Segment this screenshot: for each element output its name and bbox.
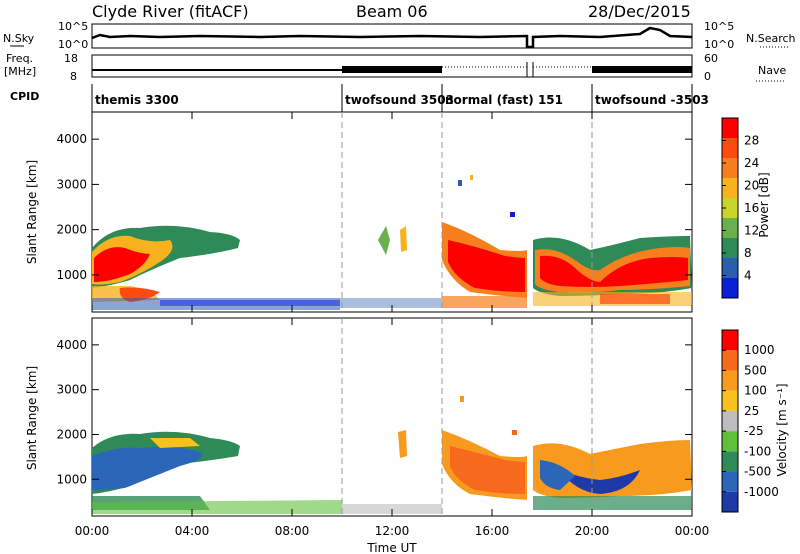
power-colorbar-tick-label: 20 bbox=[744, 179, 759, 193]
velocity-colorbar-swatch bbox=[722, 471, 738, 492]
cpid-segment-label: normal (fast) 151 bbox=[445, 93, 563, 107]
freq-tick-bottom: 8 bbox=[70, 70, 77, 83]
power-axes: 4000 3000 2000 1000 bbox=[56, 132, 692, 282]
velocity-panel: 4000 3000 2000 1000 Slant Range [km] bbox=[25, 317, 693, 517]
power-ytick-label: 2000 bbox=[56, 223, 87, 237]
power-colorbar-swatch bbox=[722, 238, 738, 258]
velocity-colorbar-swatch bbox=[722, 390, 738, 411]
power-colorbar-swatch bbox=[722, 278, 738, 298]
velocity-ylabel: Slant Range [km] bbox=[25, 366, 39, 470]
velocity-colorbar-swatch bbox=[722, 370, 738, 391]
time-tick-label: 04:00 bbox=[175, 524, 210, 538]
power-colorbar-swatch bbox=[722, 158, 738, 178]
cpid-segment-label: twofsound 3503 bbox=[345, 93, 454, 107]
velocity-colorbar-label: Velocity [m s⁻¹] bbox=[775, 383, 789, 476]
velocity-colorbar-tick-label: -25 bbox=[744, 424, 764, 438]
time-tick-label: 16:00 bbox=[475, 524, 510, 538]
power-colorbar: 28 24 20 16 12 8 4 bbox=[721, 117, 759, 299]
velocity-colorbar-swatch bbox=[722, 451, 738, 472]
beam-title: Beam 06 bbox=[356, 2, 428, 21]
power-ytick-label: 1000 bbox=[56, 268, 87, 282]
power-colorbar-swatch bbox=[722, 218, 738, 238]
cpid-label: CPID bbox=[10, 90, 39, 103]
cpid-segment-label: themis 3300 bbox=[95, 93, 179, 107]
power-ytick-label: 3000 bbox=[56, 177, 87, 191]
velocity-ytick-label: 3000 bbox=[56, 383, 87, 397]
velocity-colorbar-tick-label: 25 bbox=[744, 404, 759, 418]
velocity-colorbar: 1000 500 100 25 -25 -100 -500 -1000 bbox=[721, 329, 779, 513]
velocity-colorbar-tick-label: -100 bbox=[744, 444, 771, 458]
velocity-ytick-label: 2000 bbox=[56, 427, 87, 441]
velocity-ytick-label: 1000 bbox=[56, 472, 87, 486]
velocity-axes: 4000 3000 2000 1000 bbox=[56, 338, 692, 486]
velocity-colorbar-swatch bbox=[722, 410, 738, 432]
nave-tick-top: 60 bbox=[704, 52, 718, 65]
nave-label: Nave bbox=[758, 64, 786, 77]
power-colorbar-swatch bbox=[722, 118, 738, 138]
power-colorbar-swatch bbox=[722, 258, 738, 278]
power-colorbar-tick-label: 8 bbox=[744, 246, 752, 260]
time-axis-label: Time UT bbox=[366, 541, 417, 554]
nsky-strip: N.Sky 10^5 10^0 10^5 10^0 N.Search bbox=[3, 20, 796, 51]
freq-tick-top: 18 bbox=[64, 52, 78, 65]
time-tick-label: 12:00 bbox=[375, 524, 410, 538]
freq-strip: Freq. [MHz] 18 8 60 0 Nave CPID bbox=[4, 52, 786, 103]
power-ytick-label: 4000 bbox=[56, 132, 87, 146]
velocity-data-blobs bbox=[92, 396, 692, 514]
time-axis: 00:00 04:00 08:00 12:00 16:00 20:00 00:00 bbox=[75, 112, 710, 538]
nsky-tick-top: 10^5 bbox=[58, 20, 88, 33]
velocity-colorbar-tick-label: 100 bbox=[744, 384, 767, 398]
power-colorbar-swatch bbox=[722, 198, 738, 218]
power-colorbar-swatch bbox=[722, 138, 738, 158]
freq-label-top: Freq. bbox=[6, 52, 33, 65]
power-colorbar-tick-label: 16 bbox=[744, 201, 759, 215]
power-colorbar-tick-label: 24 bbox=[744, 156, 759, 170]
power-colorbar-tick-label: 4 bbox=[744, 269, 752, 283]
velocity-colorbar-swatch bbox=[722, 431, 738, 452]
time-tick-label: 08:00 bbox=[275, 524, 310, 538]
cpid-segment-label: twofsound -3503 bbox=[595, 93, 709, 107]
station-title: Clyde River (fitACF) bbox=[92, 2, 249, 21]
nave-tick-bottom: 0 bbox=[704, 70, 711, 83]
velocity-colorbar-swatch bbox=[722, 491, 738, 512]
power-colorbar-tick-label: 28 bbox=[744, 134, 759, 148]
nsky-tick-bottom: 10^0 bbox=[58, 38, 88, 51]
nsky-label: N.Sky bbox=[3, 32, 35, 45]
date-title: 28/Dec/2015 bbox=[588, 2, 691, 21]
velocity-colorbar-tick-label: 1000 bbox=[744, 343, 775, 357]
velocity-colorbar-swatch bbox=[722, 350, 738, 371]
power-colorbar-swatch bbox=[722, 178, 738, 198]
velocity-colorbar-frame bbox=[721, 329, 739, 513]
power-colorbar-tick-label: 12 bbox=[744, 224, 759, 238]
nsearch-label: N.Search bbox=[746, 32, 796, 45]
time-tick-label: 00:00 bbox=[675, 524, 710, 538]
velocity-colorbar-tick-label: 500 bbox=[744, 363, 767, 377]
velocity-colorbar-tick-label: -1000 bbox=[744, 485, 779, 499]
power-colorbar-label: Power [dB] bbox=[757, 172, 771, 237]
power-panel: 4000 3000 2000 1000 Slant Range [km] bbox=[25, 111, 693, 313]
velocity-colorbar-swatch bbox=[722, 330, 738, 351]
freq-label-bottom: [MHz] bbox=[4, 65, 36, 78]
velocity-colorbar-tick-label: -500 bbox=[744, 465, 771, 479]
time-tick-label: 20:00 bbox=[575, 524, 610, 538]
velocity-ytick-label: 4000 bbox=[56, 338, 87, 352]
nsearch-tick-bottom: 10^0 bbox=[704, 38, 734, 51]
power-ylabel: Slant Range [km] bbox=[25, 160, 39, 264]
time-tick-label: 00:00 bbox=[75, 524, 110, 538]
nsearch-tick-top: 10^5 bbox=[704, 20, 734, 33]
power-data-blobs bbox=[92, 175, 692, 310]
